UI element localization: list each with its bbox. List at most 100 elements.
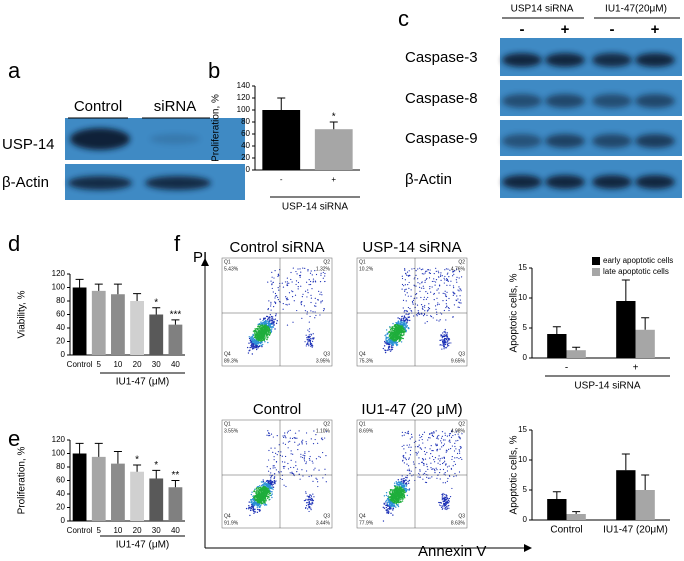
flow-dot xyxy=(404,324,406,326)
flow-dot xyxy=(274,447,276,449)
flow-dot xyxy=(399,492,402,494)
flow-dot xyxy=(293,466,295,469)
flow-dot xyxy=(402,326,405,328)
flow-dot xyxy=(401,326,403,329)
quadrant-percent: 91.9% xyxy=(224,520,239,526)
x-axis-title: IU1-47 (μM) xyxy=(116,540,170,551)
flow-dot xyxy=(442,482,444,484)
flow-dot xyxy=(264,497,267,499)
bar xyxy=(547,334,567,358)
flow-dot xyxy=(448,465,450,467)
flow-dot xyxy=(261,326,263,328)
flow-dot xyxy=(288,303,290,305)
flow-dot xyxy=(292,291,294,293)
quadrant-name: Q1 xyxy=(359,259,366,265)
flow-dot xyxy=(405,485,408,487)
flow-dot xyxy=(405,288,407,290)
flow-dot xyxy=(247,352,250,354)
flow-dot xyxy=(262,343,264,346)
flow-dot xyxy=(275,452,277,454)
flow-dot xyxy=(273,306,275,308)
flow-dot xyxy=(275,295,278,297)
error-bar xyxy=(171,480,180,488)
flow-dot xyxy=(401,431,403,433)
flow-dot xyxy=(448,309,450,312)
flow-dot xyxy=(387,501,389,503)
flow-dot xyxy=(411,475,413,477)
flow-dot xyxy=(435,445,437,447)
flow-dot xyxy=(442,492,444,495)
flow-dot xyxy=(438,292,440,294)
flow-dot xyxy=(445,347,448,349)
flow-dot xyxy=(424,304,426,307)
flow-dot xyxy=(405,479,407,481)
flow-dot xyxy=(393,482,396,484)
flow-dot xyxy=(444,334,446,337)
quadrant-name: Q4 xyxy=(224,513,231,519)
flow-dot xyxy=(312,500,315,502)
flow-dot xyxy=(287,441,290,443)
flow-dot xyxy=(254,503,256,505)
flow-dot xyxy=(438,434,440,437)
quadrant-name: Q2 xyxy=(323,421,330,427)
flow-dot xyxy=(419,290,421,292)
flow-dot xyxy=(264,483,266,486)
quadrant-percent: 75.3% xyxy=(359,358,374,364)
flow-dot xyxy=(322,451,324,454)
flow-dot xyxy=(406,326,408,328)
flow-dot xyxy=(309,315,311,318)
flow-dot xyxy=(273,321,275,323)
flow-dot xyxy=(443,473,445,475)
flow-dot xyxy=(255,331,258,334)
flow-dot xyxy=(403,477,405,480)
flow-dot xyxy=(459,438,461,440)
flow-dot xyxy=(448,504,450,507)
flow-dot xyxy=(297,288,299,290)
flow-dot xyxy=(393,492,395,494)
flow-dot xyxy=(256,493,258,496)
flow-dot xyxy=(436,304,439,306)
flow-dot xyxy=(439,478,441,480)
flow-dot xyxy=(404,309,406,312)
flow-dot xyxy=(448,338,451,340)
flow-dot xyxy=(287,447,289,449)
group-label: IU1-47(20μM) xyxy=(605,4,667,15)
flow-dot xyxy=(423,273,425,275)
flow-dot xyxy=(431,468,433,471)
flow-dot xyxy=(276,435,278,437)
flow-dot xyxy=(394,323,397,326)
flow-dot xyxy=(278,274,280,277)
flow-dot xyxy=(391,336,393,339)
flow-dot xyxy=(268,316,270,318)
flow-dot xyxy=(271,319,273,322)
flow-dot xyxy=(443,348,445,350)
flow-dot xyxy=(415,467,417,469)
flow-dot xyxy=(382,520,385,522)
flow-dot xyxy=(295,270,297,273)
flow-dot xyxy=(408,281,410,284)
blot-band xyxy=(545,134,585,148)
flow-dot xyxy=(443,500,445,503)
flow-dot xyxy=(441,435,443,437)
flow-dot xyxy=(320,274,322,276)
flow-dot xyxy=(289,437,291,439)
flow-dot xyxy=(272,483,274,485)
quadrant-name: Q2 xyxy=(458,259,465,265)
flow-dot xyxy=(447,341,449,343)
flow-dot xyxy=(407,295,409,297)
flow-dot xyxy=(250,507,253,510)
blot-band xyxy=(545,53,585,67)
flow-dot xyxy=(285,297,288,300)
flow-dot xyxy=(261,324,263,326)
flow-dot xyxy=(392,340,394,342)
flow-dot xyxy=(281,455,283,457)
flow-dot xyxy=(253,347,255,349)
flow-dot xyxy=(264,491,267,493)
flow-dot xyxy=(284,465,286,468)
flow-dot xyxy=(429,269,431,271)
flow-dot xyxy=(310,283,312,286)
flow-dot xyxy=(318,455,320,458)
flow-dot xyxy=(443,502,445,505)
flow-dot xyxy=(269,319,271,321)
flow-dot xyxy=(448,502,450,504)
